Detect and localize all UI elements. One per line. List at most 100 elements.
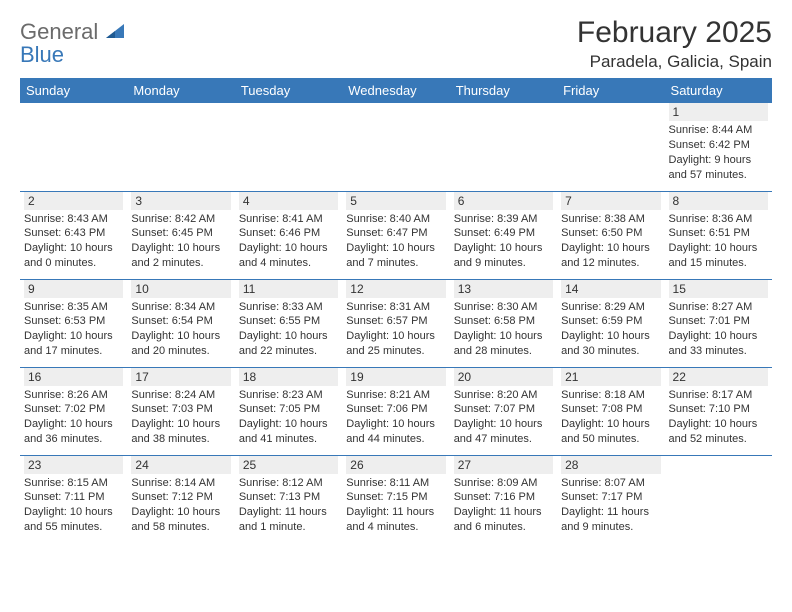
day-number: 17	[131, 368, 230, 386]
calendar-cell: 14Sunrise: 8:29 AMSunset: 6:59 PMDayligh…	[557, 279, 664, 367]
sunrise-text: Sunrise: 8:17 AM	[669, 388, 768, 403]
sunrise-text: Sunrise: 8:30 AM	[454, 300, 553, 315]
header-row: General Blue February 2025 Paradela, Gal…	[20, 16, 772, 72]
sunrise-text: Sunrise: 8:33 AM	[239, 300, 338, 315]
daylight-text: Daylight: 10 hours and 0 minutes.	[24, 241, 123, 271]
day-number: 10	[131, 280, 230, 298]
day-header: Monday	[127, 78, 234, 103]
day-info: Sunrise: 8:33 AMSunset: 6:55 PMDaylight:…	[239, 298, 338, 359]
sunset-text: Sunset: 7:07 PM	[454, 402, 553, 417]
daylight-text: Daylight: 11 hours and 9 minutes.	[561, 505, 660, 535]
sunset-text: Sunset: 6:53 PM	[24, 314, 123, 329]
sunset-text: Sunset: 6:59 PM	[561, 314, 660, 329]
day-info: Sunrise: 8:38 AMSunset: 6:50 PMDaylight:…	[561, 210, 660, 271]
calendar-week-row: 23Sunrise: 8:15 AMSunset: 7:11 PMDayligh…	[20, 455, 772, 543]
calendar-cell: 15Sunrise: 8:27 AMSunset: 7:01 PMDayligh…	[665, 279, 772, 367]
daylight-text: Daylight: 10 hours and 50 minutes.	[561, 417, 660, 447]
day-number: 13	[454, 280, 553, 298]
sunrise-text: Sunrise: 8:26 AM	[24, 388, 123, 403]
calendar-cell: 24Sunrise: 8:14 AMSunset: 7:12 PMDayligh…	[127, 455, 234, 543]
calendar-cell: 10Sunrise: 8:34 AMSunset: 6:54 PMDayligh…	[127, 279, 234, 367]
day-info: Sunrise: 8:21 AMSunset: 7:06 PMDaylight:…	[346, 386, 445, 447]
sunset-text: Sunset: 7:02 PM	[24, 402, 123, 417]
day-number: 18	[239, 368, 338, 386]
day-info: Sunrise: 8:44 AMSunset: 6:42 PMDaylight:…	[669, 121, 768, 182]
sunrise-text: Sunrise: 8:31 AM	[346, 300, 445, 315]
daylight-text: Daylight: 11 hours and 4 minutes.	[346, 505, 445, 535]
sunset-text: Sunset: 7:01 PM	[669, 314, 768, 329]
day-info: Sunrise: 8:15 AMSunset: 7:11 PMDaylight:…	[24, 474, 123, 535]
day-number: 25	[239, 456, 338, 474]
calendar-body: 1Sunrise: 8:44 AMSunset: 6:42 PMDaylight…	[20, 103, 772, 543]
calendar-cell: 26Sunrise: 8:11 AMSunset: 7:15 PMDayligh…	[342, 455, 449, 543]
day-number: 9	[24, 280, 123, 298]
day-number: 6	[454, 192, 553, 210]
calendar-cell	[127, 103, 234, 191]
day-header: Tuesday	[235, 78, 342, 103]
sunrise-text: Sunrise: 8:27 AM	[669, 300, 768, 315]
daylight-text: Daylight: 10 hours and 30 minutes.	[561, 329, 660, 359]
logo-line1: General	[20, 19, 98, 44]
sunrise-text: Sunrise: 8:38 AM	[561, 212, 660, 227]
sunrise-text: Sunrise: 8:36 AM	[669, 212, 768, 227]
daylight-text: Daylight: 10 hours and 41 minutes.	[239, 417, 338, 447]
sunset-text: Sunset: 6:45 PM	[131, 226, 230, 241]
sunset-text: Sunset: 6:47 PM	[346, 226, 445, 241]
calendar-cell: 2Sunrise: 8:43 AMSunset: 6:43 PMDaylight…	[20, 191, 127, 279]
calendar-cell	[342, 103, 449, 191]
sunrise-text: Sunrise: 8:41 AM	[239, 212, 338, 227]
sunrise-text: Sunrise: 8:42 AM	[131, 212, 230, 227]
day-info: Sunrise: 8:35 AMSunset: 6:53 PMDaylight:…	[24, 298, 123, 359]
day-number: 12	[346, 280, 445, 298]
calendar-cell: 7Sunrise: 8:38 AMSunset: 6:50 PMDaylight…	[557, 191, 664, 279]
day-number: 23	[24, 456, 123, 474]
day-info: Sunrise: 8:11 AMSunset: 7:15 PMDaylight:…	[346, 474, 445, 535]
sunset-text: Sunset: 6:50 PM	[561, 226, 660, 241]
daylight-text: Daylight: 10 hours and 22 minutes.	[239, 329, 338, 359]
sunrise-text: Sunrise: 8:11 AM	[346, 476, 445, 491]
day-header: Thursday	[450, 78, 557, 103]
sunset-text: Sunset: 7:11 PM	[24, 490, 123, 505]
daylight-text: Daylight: 10 hours and 28 minutes.	[454, 329, 553, 359]
day-number: 24	[131, 456, 230, 474]
day-number: 20	[454, 368, 553, 386]
sunrise-text: Sunrise: 8:07 AM	[561, 476, 660, 491]
sunset-text: Sunset: 7:15 PM	[346, 490, 445, 505]
sunrise-text: Sunrise: 8:39 AM	[454, 212, 553, 227]
day-number: 22	[669, 368, 768, 386]
sunrise-text: Sunrise: 8:20 AM	[454, 388, 553, 403]
day-number: 11	[239, 280, 338, 298]
daylight-text: Daylight: 10 hours and 12 minutes.	[561, 241, 660, 271]
day-info: Sunrise: 8:30 AMSunset: 6:58 PMDaylight:…	[454, 298, 553, 359]
sunrise-text: Sunrise: 8:18 AM	[561, 388, 660, 403]
sunset-text: Sunset: 6:58 PM	[454, 314, 553, 329]
day-header: Sunday	[20, 78, 127, 103]
calendar-cell: 16Sunrise: 8:26 AMSunset: 7:02 PMDayligh…	[20, 367, 127, 455]
day-info: Sunrise: 8:39 AMSunset: 6:49 PMDaylight:…	[454, 210, 553, 271]
sunrise-text: Sunrise: 8:34 AM	[131, 300, 230, 315]
daylight-text: Daylight: 10 hours and 58 minutes.	[131, 505, 230, 535]
calendar-week-row: 9Sunrise: 8:35 AMSunset: 6:53 PMDaylight…	[20, 279, 772, 367]
day-info: Sunrise: 8:07 AMSunset: 7:17 PMDaylight:…	[561, 474, 660, 535]
day-number	[239, 103, 338, 121]
calendar-cell: 13Sunrise: 8:30 AMSunset: 6:58 PMDayligh…	[450, 279, 557, 367]
day-number	[24, 103, 123, 121]
sunrise-text: Sunrise: 8:09 AM	[454, 476, 553, 491]
sunset-text: Sunset: 6:51 PM	[669, 226, 768, 241]
day-number: 21	[561, 368, 660, 386]
calendar-cell: 5Sunrise: 8:40 AMSunset: 6:47 PMDaylight…	[342, 191, 449, 279]
calendar-cell: 25Sunrise: 8:12 AMSunset: 7:13 PMDayligh…	[235, 455, 342, 543]
calendar-cell: 19Sunrise: 8:21 AMSunset: 7:06 PMDayligh…	[342, 367, 449, 455]
sunset-text: Sunset: 6:55 PM	[239, 314, 338, 329]
day-info: Sunrise: 8:29 AMSunset: 6:59 PMDaylight:…	[561, 298, 660, 359]
calendar-week-row: 16Sunrise: 8:26 AMSunset: 7:02 PMDayligh…	[20, 367, 772, 455]
daylight-text: Daylight: 10 hours and 55 minutes.	[24, 505, 123, 535]
day-header-row: Sunday Monday Tuesday Wednesday Thursday…	[20, 78, 772, 103]
calendar-table: Sunday Monday Tuesday Wednesday Thursday…	[20, 78, 772, 543]
calendar-cell	[450, 103, 557, 191]
day-info: Sunrise: 8:20 AMSunset: 7:07 PMDaylight:…	[454, 386, 553, 447]
day-header: Saturday	[665, 78, 772, 103]
daylight-text: Daylight: 9 hours and 57 minutes.	[669, 153, 768, 183]
sunrise-text: Sunrise: 8:14 AM	[131, 476, 230, 491]
daylight-text: Daylight: 10 hours and 25 minutes.	[346, 329, 445, 359]
